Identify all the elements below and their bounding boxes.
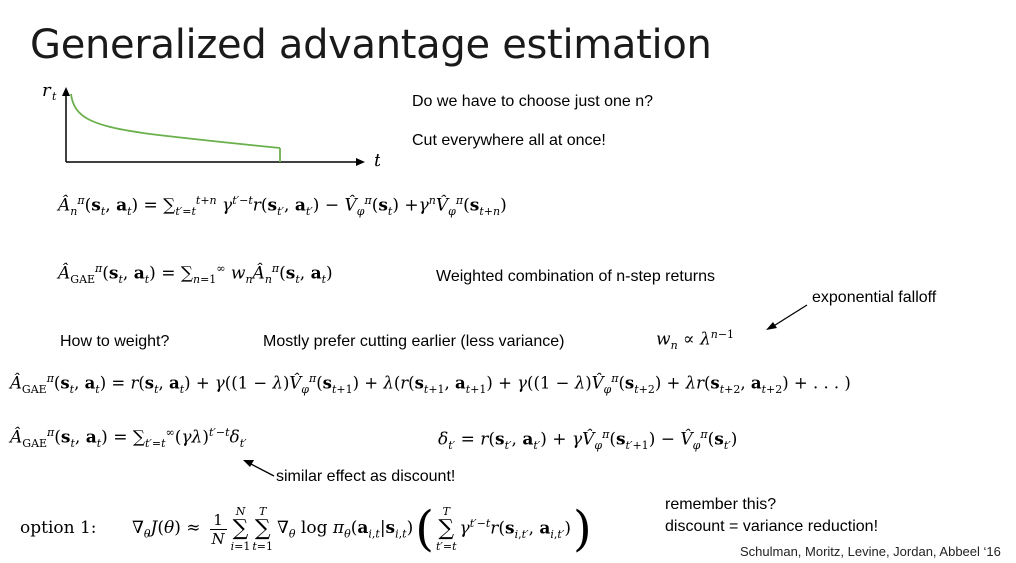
nstep-advantage-equation: Ânπ(st, at) = ∑t′=tt+n γt′−tr(st′, at′) … [58, 194, 507, 219]
reward-curve [70, 93, 281, 149]
option-label: option 1: [20, 518, 97, 538]
citation: Schulman, Moritz, Levine, Jordan, Abbeel… [740, 544, 1001, 559]
how-to-weight-label: How to weight? [60, 333, 170, 350]
remember-label: remember this? [665, 496, 777, 513]
page-title: Generalized advantage estimation [30, 22, 712, 68]
reward-graph: r t t [42, 80, 380, 171]
td-error-equation: δt′ = r(st′, at′) + γV̂φπ(st′+1) − V̂φπ(… [438, 428, 738, 453]
exponential-falloff-label: exponential falloff [812, 289, 937, 306]
prefer-cutting-label: Mostly prefer cutting earlier (less vari… [263, 333, 565, 350]
gae-weighted-equation: ÂGAEπ(st, at) = ∑n=1∞ wnÂnπ(st, at) [58, 262, 333, 287]
falloff-arrow [766, 304, 808, 330]
policy-gradient-equation: ∇θJ(θ) ≈ 1 N N ∑ i=1 T ∑ t=1 ∇θ log πθ(a… [132, 501, 592, 557]
graph-y-label: r [42, 80, 52, 101]
graph-x-label: t [374, 150, 380, 171]
weighted-combination-label: Weighted combination of n-step returns [436, 268, 715, 285]
gae-expansion-equation: ÂGAEπ(st, at) = r(st, at) + γ((1 − λ)V̂φ… [10, 372, 851, 396]
question-two: Cut everywhere all at once! [412, 132, 606, 149]
discount-variance-label: discount = variance reduction! [665, 518, 879, 535]
question-one: Do we have to choose just one n? [412, 93, 654, 110]
similar-effect-label: similar effect as discount! [276, 468, 456, 485]
gae-delta-sum-equation: ÂGAEπ(st, at) = ∑t′=t∞(γλ)t′−tδt′ [10, 426, 247, 451]
graph-x-arrow [356, 158, 365, 166]
weight-proportional-formula: wn ∝ λn−1 [656, 328, 735, 353]
graph-y-arrow [62, 87, 70, 96]
similar-effect-arrow [243, 460, 275, 477]
graph-y-subscript: t [52, 90, 57, 103]
